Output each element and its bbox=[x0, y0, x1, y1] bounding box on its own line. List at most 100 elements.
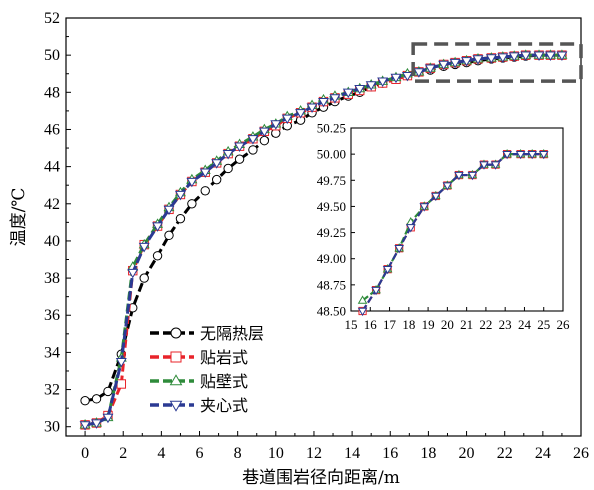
legend-item-3: 贴壁式 bbox=[150, 372, 248, 391]
plot-frame bbox=[65, 17, 582, 437]
inset-x-tick-label: 25 bbox=[537, 317, 550, 332]
data-point bbox=[318, 97, 329, 108]
legend-swatch-marker bbox=[169, 374, 183, 386]
data-point bbox=[175, 213, 186, 224]
data-point bbox=[449, 58, 461, 69]
x-tick-label: 14 bbox=[344, 445, 360, 462]
data-point bbox=[127, 268, 139, 279]
data-point bbox=[424, 64, 436, 74]
data-point bbox=[472, 55, 484, 65]
y-tick-label: 30 bbox=[44, 419, 60, 436]
y-tick-label: 52 bbox=[44, 10, 60, 27]
data-point bbox=[211, 174, 222, 185]
data-point bbox=[329, 94, 341, 104]
data-point bbox=[91, 394, 102, 404]
inset-x-tick-label: 18 bbox=[402, 317, 415, 332]
data-point bbox=[544, 51, 556, 61]
inset-data-point bbox=[430, 192, 441, 202]
y-tick-label: 46 bbox=[44, 121, 60, 138]
legend-label: 贴壁式 bbox=[200, 372, 248, 391]
y-tick-label: 38 bbox=[44, 270, 60, 287]
data-point bbox=[365, 81, 377, 91]
data-point bbox=[116, 379, 127, 389]
data-point bbox=[222, 149, 234, 160]
data-point bbox=[438, 60, 450, 71]
inset-data-point bbox=[382, 265, 393, 275]
data-point bbox=[152, 251, 163, 261]
legend-label: 无隔热层 bbox=[200, 324, 264, 343]
data-point bbox=[199, 168, 211, 179]
inset-x-tick-label: 22 bbox=[479, 317, 492, 332]
x-tick-label: 24 bbox=[535, 445, 551, 462]
data-point bbox=[401, 71, 413, 82]
data-point bbox=[223, 163, 233, 174]
data-point bbox=[234, 142, 246, 153]
inset-data-point bbox=[371, 286, 381, 296]
data-point bbox=[377, 77, 389, 87]
inset-y-tick-label: 49.50 bbox=[317, 199, 346, 214]
inset-data-point bbox=[394, 245, 405, 254]
inset-x-tick-label: 24 bbox=[518, 317, 532, 332]
x-tick-label: 16 bbox=[382, 445, 398, 462]
legend-swatch-marker bbox=[169, 400, 183, 412]
legend-item-4: 夹心式 bbox=[150, 396, 248, 415]
x-tick-label: 22 bbox=[497, 445, 513, 462]
data-point bbox=[91, 419, 103, 429]
inset-x-tick-label: 17 bbox=[383, 317, 397, 332]
y-tick-label: 50 bbox=[44, 47, 60, 64]
inset-data-point bbox=[515, 150, 526, 160]
data-point bbox=[248, 145, 258, 155]
data-point bbox=[520, 51, 532, 61]
x-tick-label: 10 bbox=[268, 445, 284, 462]
inset-data-point bbox=[405, 224, 416, 233]
data-point bbox=[186, 177, 198, 188]
data-point bbox=[270, 120, 282, 130]
inset-y-tick-label: 50.00 bbox=[317, 147, 346, 162]
inset-data-point bbox=[357, 295, 368, 304]
data-point bbox=[390, 73, 402, 84]
data-point bbox=[497, 53, 509, 63]
data-point bbox=[164, 230, 174, 241]
y-axis-title: 温度/℃ bbox=[9, 188, 29, 247]
data-point bbox=[211, 159, 223, 169]
y-tick-label: 34 bbox=[44, 344, 60, 361]
x-tick-label: 0 bbox=[81, 445, 89, 462]
x-tick-label: 4 bbox=[157, 445, 165, 462]
inset-x-tick-label: 15 bbox=[345, 317, 358, 332]
inset-y-tick-label: 49.75 bbox=[317, 173, 346, 188]
x-tick-label: 18 bbox=[420, 445, 436, 462]
y-tick-label: 40 bbox=[44, 233, 60, 250]
data-point bbox=[306, 103, 318, 114]
data-point bbox=[234, 154, 245, 164]
data-point bbox=[79, 421, 91, 431]
data-point bbox=[80, 396, 90, 406]
x-tick-label: 8 bbox=[234, 445, 242, 462]
y-tick-label: 44 bbox=[44, 159, 60, 176]
data-point bbox=[342, 88, 354, 99]
inset-y-tick-label: 50.25 bbox=[317, 121, 346, 136]
highlight-box bbox=[411, 42, 583, 83]
inset-data-point bbox=[357, 307, 368, 317]
data-point bbox=[259, 135, 270, 146]
data-point bbox=[556, 51, 568, 61]
inset-plot: 15 16 17 18 19 20 21 22 23 24 25 26 48.50 48.75 49.00 4… bbox=[317, 121, 570, 333]
legend-swatch-marker bbox=[170, 327, 182, 339]
inset-data-point bbox=[442, 182, 453, 191]
legend-label: 夹心式 bbox=[200, 396, 248, 415]
data-point bbox=[533, 51, 545, 61]
inset-x-tick-label: 16 bbox=[364, 317, 378, 332]
legend-swatch-marker bbox=[170, 351, 182, 363]
data-point bbox=[295, 109, 307, 119]
data-point bbox=[102, 413, 114, 424]
inset-frame bbox=[350, 127, 564, 312]
data-point bbox=[139, 273, 149, 283]
data-point bbox=[152, 222, 164, 232]
inset-data-point bbox=[467, 171, 478, 181]
data-point bbox=[115, 358, 127, 368]
data-point bbox=[163, 205, 175, 216]
data-point bbox=[413, 68, 425, 78]
inset-x-tick-label: 21 bbox=[460, 317, 473, 332]
x-tick-label: 2 bbox=[119, 445, 127, 462]
